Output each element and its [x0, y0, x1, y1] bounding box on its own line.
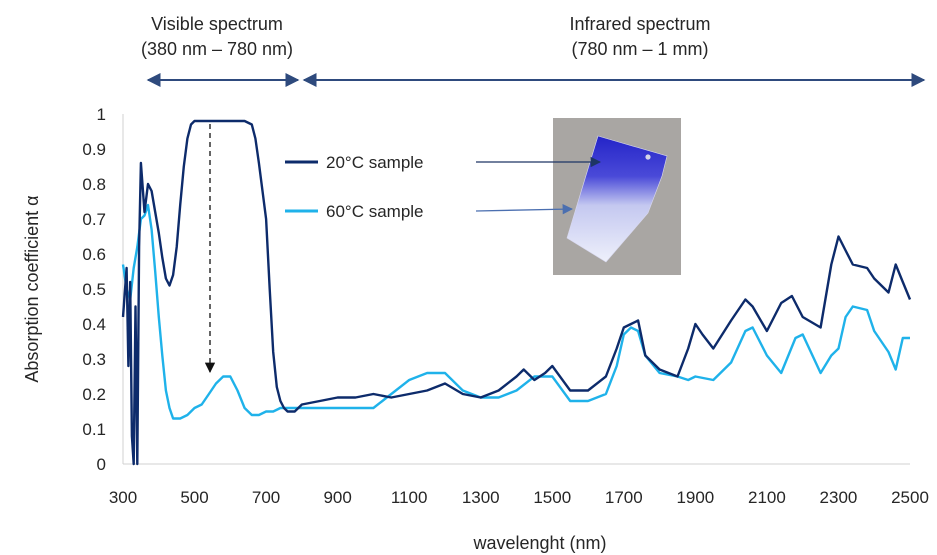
series-line-60c: [121, 203, 910, 420]
sample-photo: [553, 118, 681, 275]
visible-spectrum-label: Visible spectrum (380 nm – 780 nm): [112, 12, 322, 62]
x-tick-label: 2100: [748, 488, 786, 507]
series-line-20c: [121, 119, 912, 466]
y-tick-label: 0.9: [82, 140, 106, 159]
visible-spectrum-range: (380 nm – 780 nm): [140, 39, 294, 59]
y-tick-label: 0.1: [82, 420, 106, 439]
infrared-spectrum-label: Infrared spectrum (780 nm – 1 mm): [535, 12, 745, 62]
y-tick-label: 0.7: [82, 210, 106, 229]
y-tick-label: 0.3: [82, 350, 106, 369]
x-tick-label: 900: [323, 488, 351, 507]
y-axis-title: Absorption coefficient α: [22, 195, 42, 382]
callout-arrow-60c: [475, 203, 574, 215]
visible-spectrum-title: Visible spectrum: [151, 14, 283, 34]
x-tick-label: 1500: [533, 488, 571, 507]
sample-strip: [566, 135, 668, 263]
y-tick-label: 0.4: [82, 315, 106, 334]
x-tick-label: 1100: [391, 488, 428, 507]
x-tick-label: 1900: [676, 488, 714, 507]
y-tick-label: 0.6: [82, 245, 106, 264]
x-axis-title: wavelenght (nm): [472, 533, 606, 553]
y-tick-label: 0.5: [82, 280, 106, 299]
x-tick-label: 1300: [462, 488, 500, 507]
x-tick-label: 300: [109, 488, 137, 507]
x-tick-label: 500: [180, 488, 208, 507]
y-tick-label: 0.8: [82, 175, 106, 194]
infrared-spectrum-title: Infrared spectrum: [569, 14, 711, 34]
infrared-spectrum-range: (780 nm – 1 mm): [571, 39, 709, 59]
x-tick-label: 700: [252, 488, 280, 507]
legend: 20°C sample 60°C sample: [285, 153, 424, 221]
y-tick-label: 0.2: [82, 385, 106, 404]
legend-label-60c: 60°C sample: [326, 202, 424, 221]
sample-hole: [645, 154, 651, 160]
x-tick-label: 2300: [820, 488, 858, 507]
y-tick-label: 0: [97, 455, 106, 474]
y-tick-label: 1: [97, 105, 106, 124]
x-tick-label: 2500: [891, 488, 929, 507]
x-tick-label: 1700: [605, 488, 643, 507]
legend-label-20c: 20°C sample: [326, 153, 424, 172]
